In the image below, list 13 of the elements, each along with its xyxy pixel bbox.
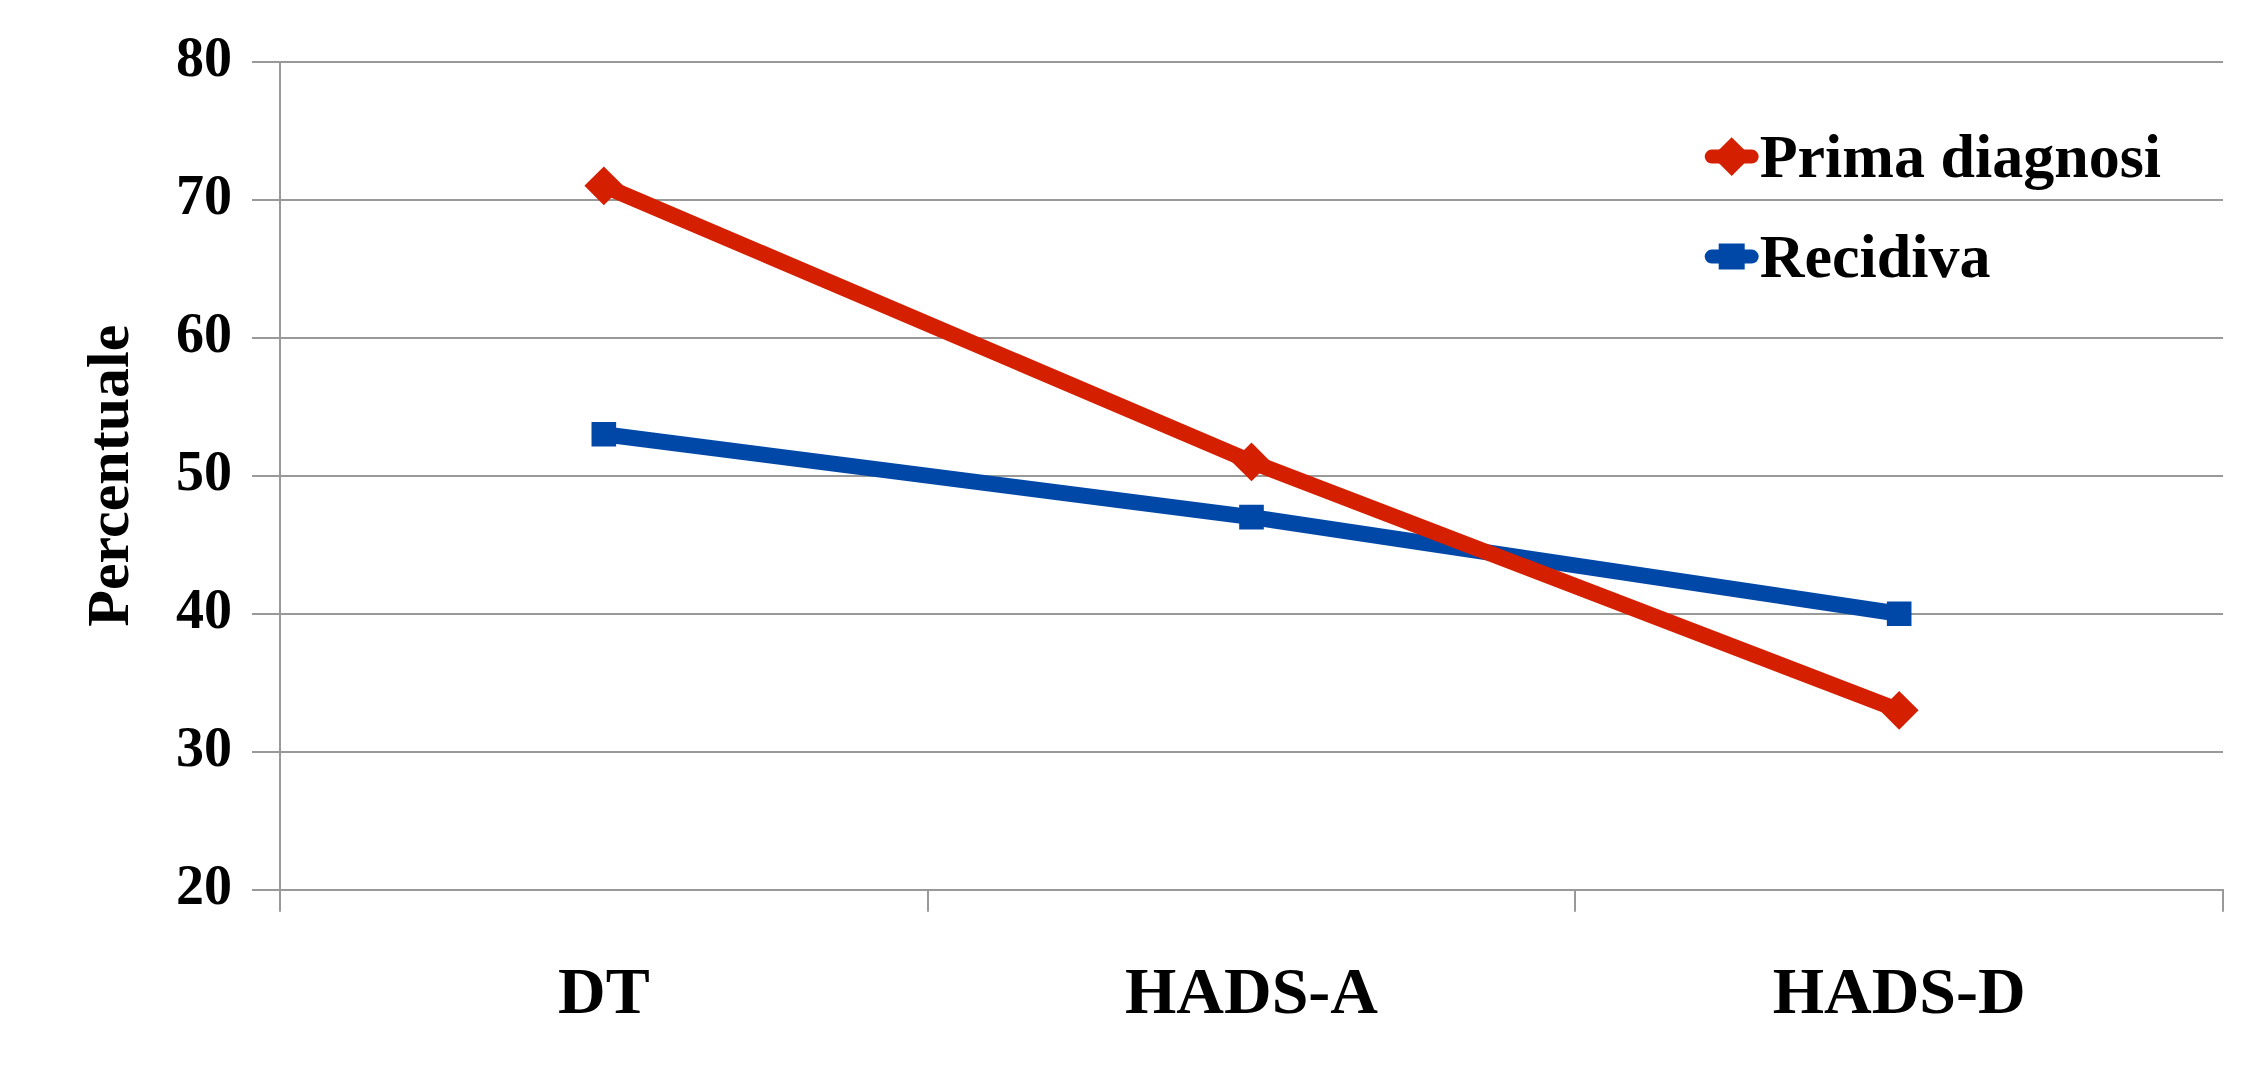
y-tick-label: 50 — [176, 440, 232, 503]
x-tick-label: DT — [557, 954, 650, 1028]
legend-label: Recidiva — [1759, 221, 1991, 290]
x-tick-label: HADS-A — [1124, 954, 1379, 1028]
y-axis-title: Percentuale — [74, 324, 141, 627]
y-tick-label: 20 — [176, 854, 232, 917]
y-tick-label: 70 — [176, 164, 232, 227]
y-tick-label: 40 — [176, 578, 232, 641]
legend-label: Prima diagnosi — [1759, 121, 2162, 190]
y-tick-label: 30 — [176, 716, 232, 779]
y-tick-label: 60 — [176, 302, 232, 365]
x-tick-label: HADS-D — [1772, 954, 2026, 1028]
y-tick-label: 80 — [176, 26, 232, 89]
